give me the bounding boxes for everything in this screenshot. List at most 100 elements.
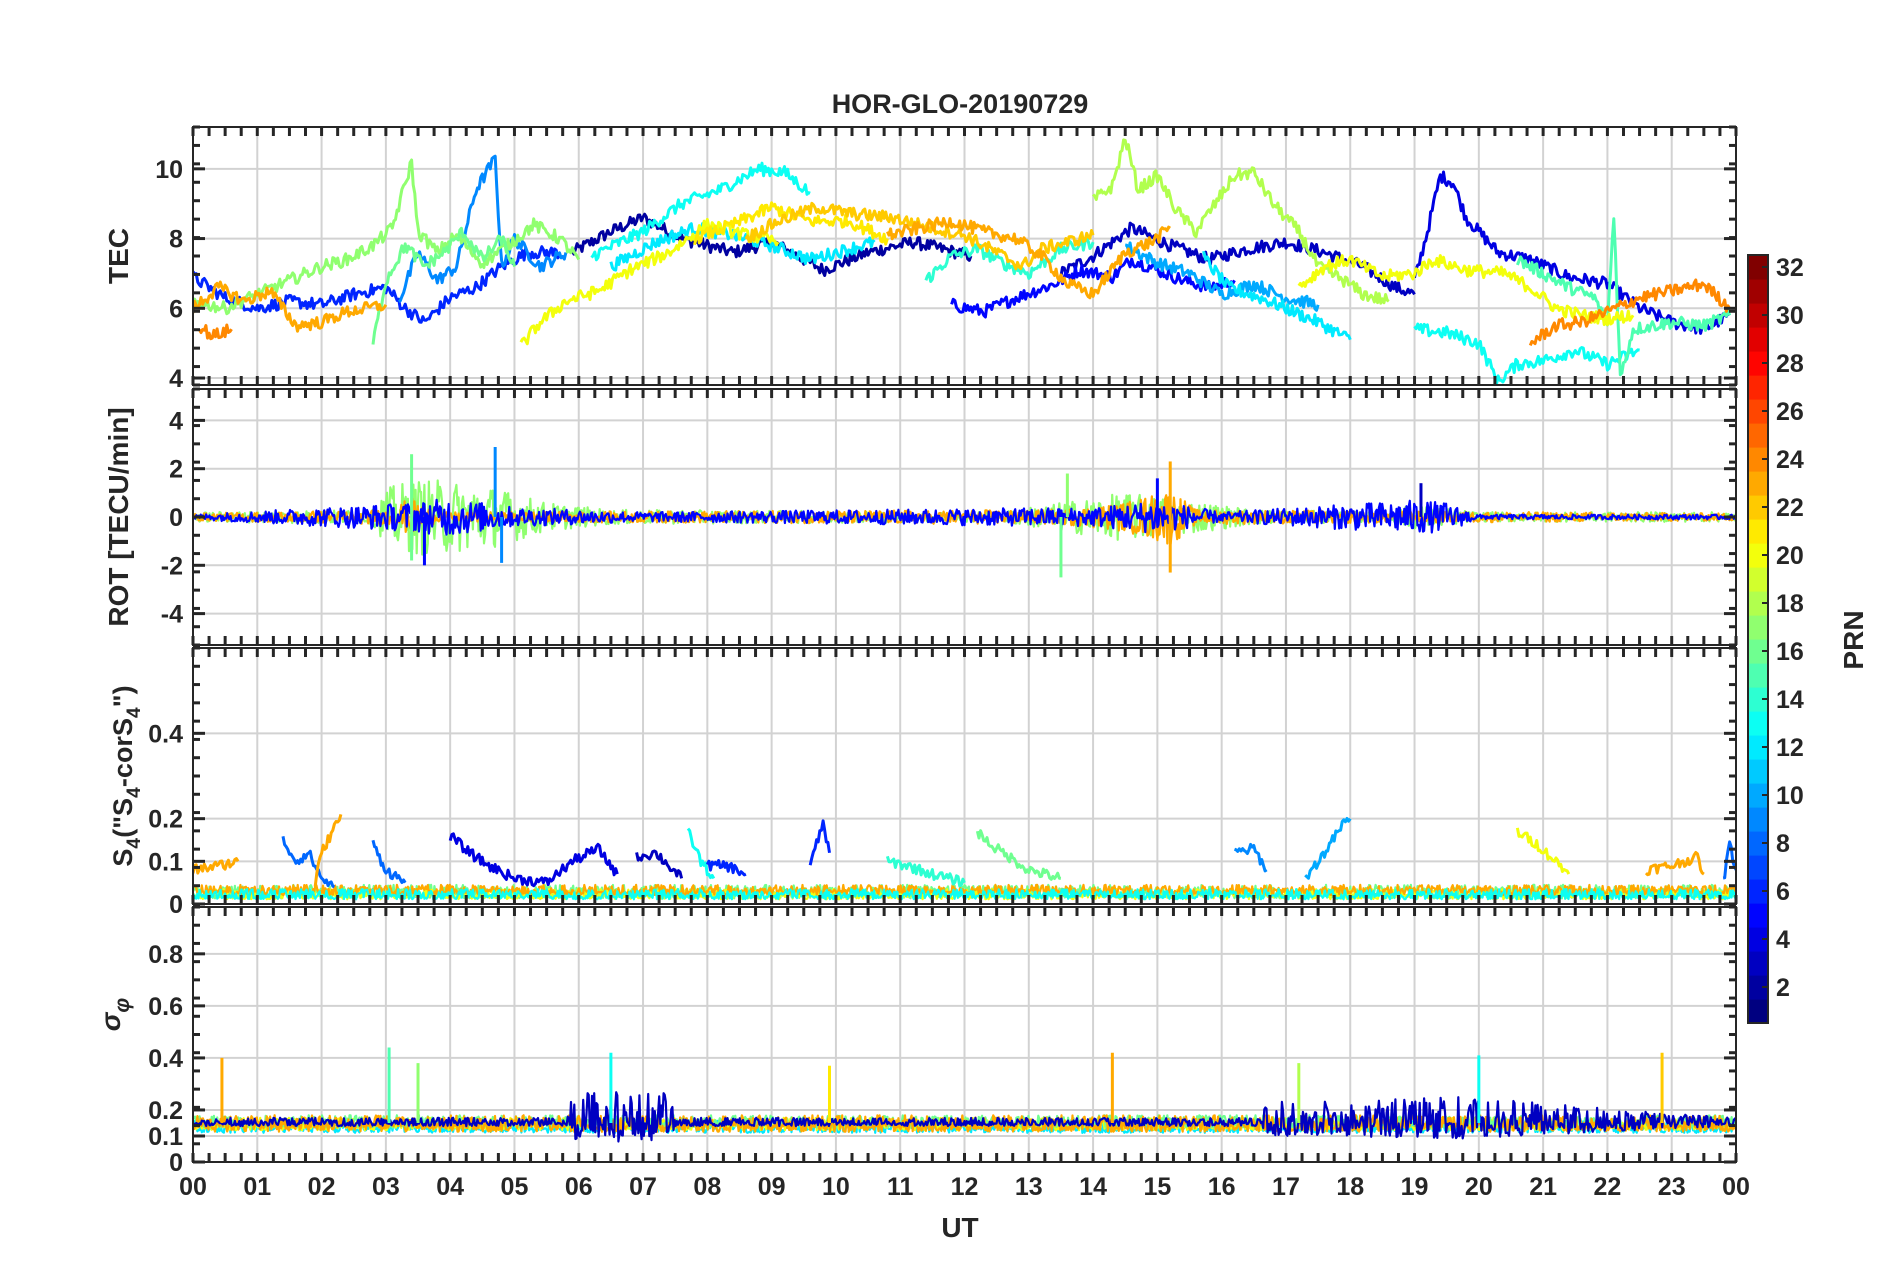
x-tick-label: 23 [1658, 1173, 1686, 1201]
x-tick-label: 11 [887, 1173, 914, 1201]
x-tick-label: 12 [951, 1173, 979, 1201]
y-axis-label: ROT [TECU/min] [103, 407, 134, 626]
series-prn-24 [1528, 278, 1731, 346]
colorbar-segment [1748, 255, 1768, 280]
series-prn-23 [313, 814, 343, 887]
x-tick-label: 18 [1336, 1173, 1364, 1201]
y-tick-label: -2 [161, 552, 183, 580]
colorbar-segment [1748, 807, 1768, 832]
series-prn-8 [371, 839, 407, 884]
y-tick-label: 0.6 [148, 993, 183, 1021]
series-prn-4 [448, 832, 619, 888]
colorbar-segment [1748, 663, 1768, 688]
series-prn-6 [808, 819, 831, 866]
series-prn-18 [1092, 138, 1390, 305]
colorbar-segment [1748, 687, 1768, 712]
panel-s4: 0 0.1 0.2 0.4S4 ("S4 -corS4 ") [108, 646, 1738, 919]
panel-rot: -4 -2 0 2 4 ROT [TECU/min] [103, 387, 1738, 647]
x-tick-label: 00 [179, 1173, 207, 1201]
y-tick-label: 0.4 [148, 1045, 183, 1073]
y-tick-label: 0 [169, 891, 183, 919]
y-tick-label: 0.8 [148, 941, 183, 969]
colorbar-tick-label: 20 [1776, 542, 1804, 570]
rot-series-prn-5 [193, 498, 1736, 536]
series-prn-13 [1413, 322, 1640, 385]
x-tick-label: 15 [1143, 1173, 1171, 1201]
data-layer [193, 446, 1736, 578]
y-tick-label: 4 [169, 365, 183, 393]
series-prn-10 [1304, 817, 1352, 880]
colorbar-tick-label: 22 [1776, 494, 1804, 522]
tick-marks [191, 125, 1738, 387]
colorbar-segment [1748, 999, 1768, 1024]
colorbar-tick-label: 10 [1776, 782, 1804, 810]
series-prn-14 [924, 236, 1095, 283]
data-layer [193, 1047, 1736, 1143]
colorbar-tick-label: 26 [1776, 398, 1804, 426]
colorbar-tick-label: 14 [1776, 686, 1804, 714]
colorbar-segment [1748, 543, 1768, 568]
y-tick-label: 0.2 [148, 1097, 183, 1125]
y-tick-label: 6 [169, 295, 183, 323]
series-prn-23 [193, 280, 388, 333]
series-prn-20 [519, 217, 780, 346]
x-axis-label: UT [941, 1212, 978, 1243]
series-prn-13 [686, 827, 716, 880]
y-tick-label: 8 [169, 226, 183, 254]
x-tick-label: 09 [758, 1173, 786, 1201]
y-tick-label: 0.1 [148, 848, 183, 876]
series-prn-16 [975, 829, 1062, 881]
colorbar-segment [1748, 639, 1768, 664]
colorbar-segment [1748, 495, 1768, 520]
data-layer [193, 138, 1732, 385]
series-prn-8 [281, 836, 336, 889]
colorbar-tick-label: 16 [1776, 638, 1804, 666]
colorbar-segment [1748, 855, 1768, 880]
x-tick-label: 08 [693, 1173, 721, 1201]
y-tick-label: 0.4 [148, 720, 183, 748]
colorbar-tick-label: 28 [1776, 350, 1804, 378]
colorbar-segment [1748, 735, 1768, 760]
y-tick-label: 0.1 [148, 1123, 183, 1151]
colorbar-tick-label: 30 [1776, 302, 1804, 330]
panel-tec: 4 6 8 10 TEC [103, 125, 1738, 393]
tick-marks [191, 646, 1738, 906]
x-tick-label: 02 [308, 1173, 336, 1201]
x-tick-label: 07 [629, 1173, 657, 1201]
colorbar-segment [1748, 327, 1768, 352]
colorbar-tick-label: 32 [1776, 254, 1804, 282]
x-tick-label: 06 [565, 1173, 593, 1201]
colorbar-segment [1748, 759, 1768, 784]
y-tick-label: 2 [169, 456, 183, 484]
colorbar-segment [1748, 927, 1768, 952]
colorbar-tick-label: 4 [1776, 926, 1790, 954]
series-prn-6 [193, 245, 561, 324]
series-prn-6 [705, 859, 747, 877]
colorbar-label: PRN [1838, 610, 1869, 669]
colorbar-segment [1748, 423, 1768, 448]
colorbar-segment [1748, 399, 1768, 424]
colorbar-segment [1748, 303, 1768, 328]
x-tick-label: 22 [1594, 1173, 1622, 1201]
y-tick-label: -4 [161, 601, 183, 629]
series-prn-23 [1644, 851, 1705, 877]
colorbar-segment [1748, 567, 1768, 592]
series-prn-10 [1125, 241, 1320, 312]
series-prn-24 [198, 323, 233, 341]
tick-marks [191, 387, 1738, 647]
series-prn-3 [635, 849, 684, 879]
y-tick-label: 0 [169, 504, 183, 532]
series-prn-14 [885, 855, 966, 888]
colorbar-frame [1747, 254, 1769, 1024]
colorbar-segment [1748, 591, 1768, 616]
y-tick-label: 0 [169, 1149, 183, 1177]
colorbar-tick-label: 8 [1776, 830, 1790, 858]
colorbar-tick-label: 6 [1776, 878, 1790, 906]
x-tick-label: 16 [1208, 1173, 1236, 1201]
series-prn-13 [590, 161, 811, 262]
y-tick-label: 10 [155, 156, 183, 184]
colorbar-segment [1748, 615, 1768, 640]
panel-sigma: 00.10.2 0.4 0.6 0.8 σφ 00 01 02 03 04 05 06 07 08 09 10… [95, 905, 1750, 1201]
